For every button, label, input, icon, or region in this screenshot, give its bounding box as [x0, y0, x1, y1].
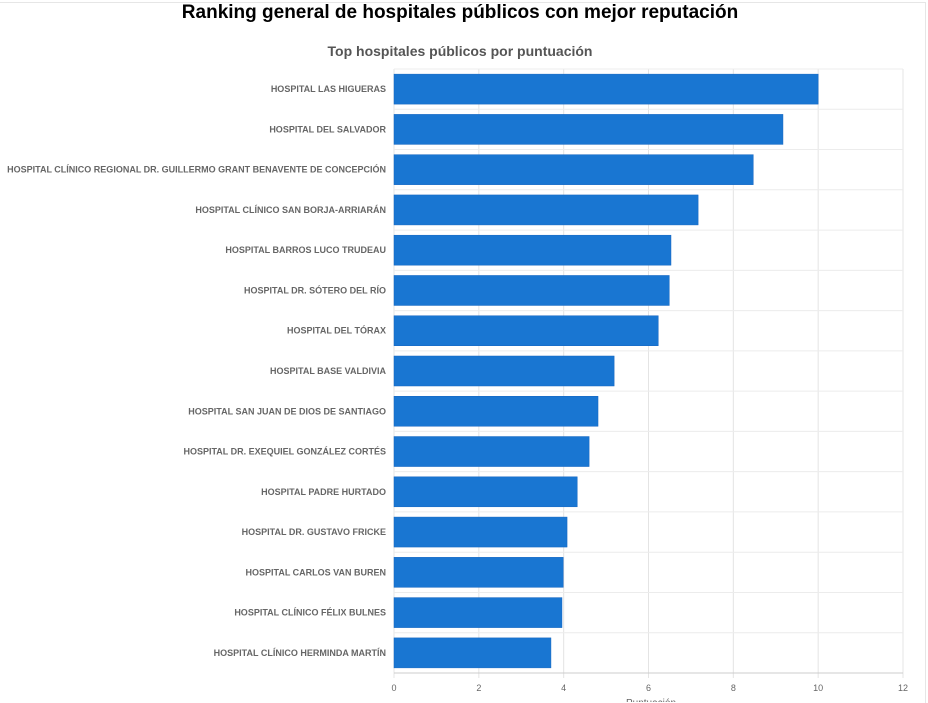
x-tick-label: 0	[391, 683, 396, 693]
x-tick-label: 2	[476, 683, 481, 693]
x-tick-label: 10	[813, 683, 823, 693]
bar	[393, 355, 615, 387]
category-label: HOSPITAL PADRE HURTADO	[261, 487, 386, 497]
bar	[393, 476, 578, 508]
category-label: HOSPITAL CLÍNICO HERMINDA MARTÍN	[214, 648, 386, 658]
bar	[393, 436, 590, 467]
category-label: HOSPITAL DR. EXEQUIEL GONZÁLEZ CORTÉS	[183, 447, 386, 457]
page-title: Ranking general de hospitales públicos c…	[181, 2, 739, 23]
bar	[393, 234, 672, 266]
category-label: HOSPITAL LAS HIGUERAS	[271, 84, 386, 94]
category-label: HOSPITAL CLÍNICO SAN BORJA-ARRIARÁN	[195, 205, 386, 215]
bar	[393, 637, 552, 669]
bar	[393, 557, 564, 588]
x-tick-label: 8	[731, 683, 736, 693]
bar	[393, 315, 659, 346]
bar	[393, 73, 819, 105]
category-label: HOSPITAL DEL TÓRAX	[287, 325, 386, 336]
bar	[393, 275, 670, 306]
category-label: HOSPITAL BARROS LUCO TRUDEAU	[225, 245, 386, 255]
category-label: HOSPITAL DR. SÓTERO DEL RÍO	[244, 284, 386, 295]
x-tick-label: 6	[646, 683, 651, 693]
category-label: HOSPITAL CLÍNICO REGIONAL DR. GUILLERMO …	[7, 164, 386, 175]
category-label: HOSPITAL CARLOS VAN BUREN	[245, 567, 386, 577]
bar	[393, 114, 784, 145]
x-tick-label: 12	[898, 683, 908, 693]
category-label: HOSPITAL CLÍNICO FÉLIX BULNES	[234, 608, 386, 618]
bar	[393, 154, 754, 185]
bar	[393, 597, 563, 628]
category-label: HOSPITAL SAN JUAN DE DIOS DE SANTIAGO	[188, 406, 386, 416]
category-label: HOSPITAL DEL SALVADOR	[269, 124, 386, 134]
category-label: HOSPITAL DR. GUSTAVO FRICKE	[242, 527, 386, 537]
bar	[393, 516, 568, 548]
x-tick-label: 4	[561, 683, 566, 693]
bar	[393, 396, 599, 427]
category-label: HOSPITAL BASE VALDIVIA	[270, 366, 387, 376]
x-axis-label: Puntuación	[626, 698, 676, 702]
bar	[393, 194, 699, 226]
chart-title: Top hospitales públicos por puntuación	[327, 43, 593, 59]
